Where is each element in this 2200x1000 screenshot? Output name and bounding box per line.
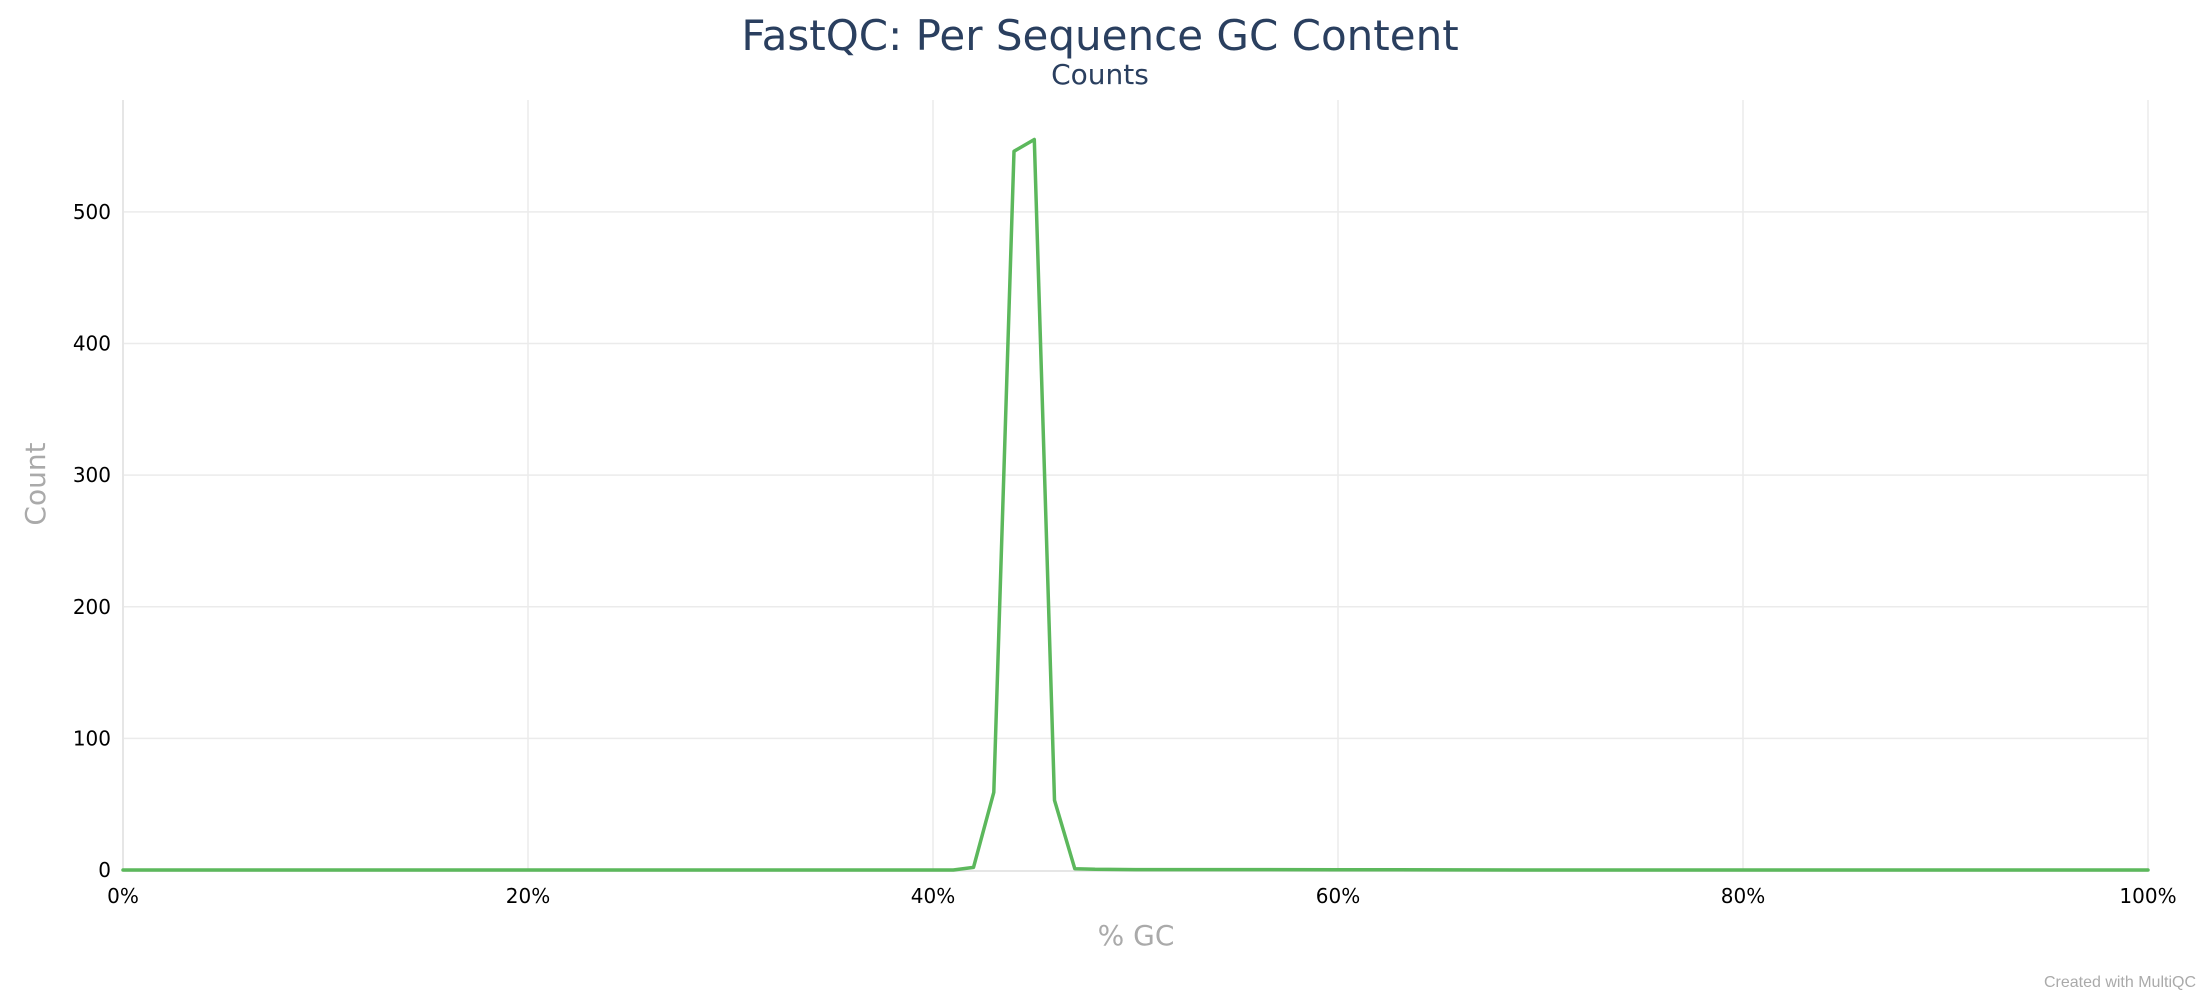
- x-tick-label: 40%: [911, 884, 955, 908]
- x-tick-label: 60%: [1316, 884, 1360, 908]
- y-tick-label: 0: [98, 858, 111, 882]
- chart-title: FastQC: Per Sequence GC Content: [741, 11, 1458, 60]
- series-line: [121, 137, 2150, 872]
- x-tick-label: 0%: [107, 884, 139, 908]
- x-tick-label: 80%: [1721, 884, 1765, 908]
- credit-text: Created with MultiQC: [2044, 974, 2196, 991]
- tick-labels: 0% 20% 40% 60% 80% 100% 0 100 200 300 400 500: [73, 200, 2177, 908]
- x-axis-title: % GC: [1098, 919, 1175, 952]
- y-tick-label: 200: [73, 595, 111, 619]
- y-tick-label: 500: [73, 200, 111, 224]
- y-tick-label: 300: [73, 463, 111, 487]
- y-axis-title: Count: [19, 442, 52, 525]
- y-tick-label: 100: [73, 726, 111, 750]
- x-tick-label: 100%: [2119, 884, 2176, 908]
- series-layer: [121, 137, 2150, 872]
- axis-layer: [122, 100, 2148, 872]
- grid-layer: [123, 100, 2149, 870]
- chart-subtitle: Counts: [1051, 58, 1149, 91]
- x-tick-label: 20%: [506, 884, 550, 908]
- y-tick-label: 400: [73, 332, 111, 356]
